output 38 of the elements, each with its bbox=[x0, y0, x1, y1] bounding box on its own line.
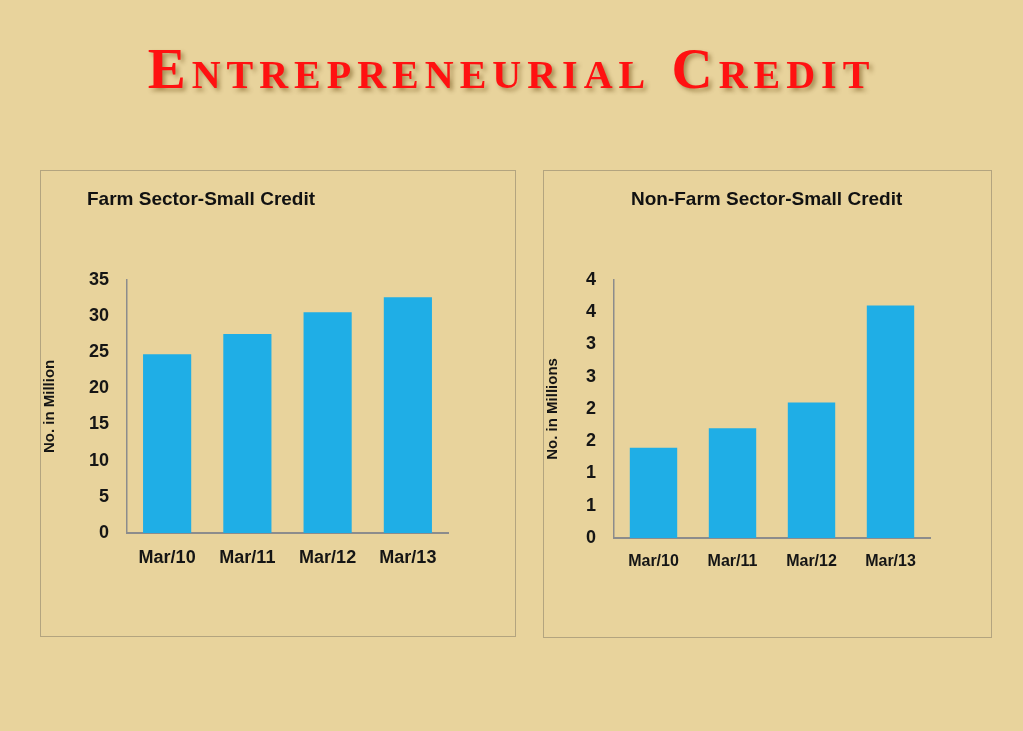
chart-title: Farm Sector-Small Credit bbox=[87, 188, 316, 210]
x-tick-label: Mar/10 bbox=[138, 546, 196, 567]
y-tick-label: 15 bbox=[88, 413, 109, 434]
bar bbox=[708, 428, 757, 538]
y-axis-title: No. in Millions bbox=[543, 358, 561, 460]
y-tick-label: 30 bbox=[88, 304, 109, 325]
bar bbox=[866, 305, 915, 538]
chart-title: Non-Farm Sector-Small Credit bbox=[631, 188, 903, 210]
y-tick-label: 0 bbox=[98, 521, 109, 542]
x-tick-label: Mar/11 bbox=[707, 552, 758, 570]
y-tick-label: 35 bbox=[88, 268, 109, 289]
y-tick-label: 2 bbox=[585, 397, 596, 418]
bar bbox=[223, 334, 272, 533]
y-tick-label: 10 bbox=[88, 449, 109, 470]
y-tick-label: 25 bbox=[88, 341, 109, 362]
y-tick-label: 4 bbox=[585, 301, 596, 322]
x-tick-label: Mar/11 bbox=[219, 546, 276, 567]
y-tick-label: 3 bbox=[585, 365, 596, 386]
y-tick-label: 5 bbox=[98, 485, 109, 506]
x-tick-label: Mar/13 bbox=[865, 552, 916, 570]
y-tick-label: 1 bbox=[585, 462, 596, 483]
bar bbox=[787, 402, 836, 538]
y-axis-title: No. in Million bbox=[40, 359, 58, 454]
y-tick-label: 3 bbox=[585, 333, 596, 354]
x-tick-label: Mar/13 bbox=[379, 546, 437, 567]
text: Entrepreneurial Credit bbox=[147, 36, 876, 101]
bar bbox=[629, 447, 678, 538]
x-tick-label: Mar/12 bbox=[786, 552, 837, 570]
y-tick-label: 4 bbox=[585, 268, 596, 289]
y-tick-label: 20 bbox=[88, 377, 109, 398]
y-tick-label: 1 bbox=[585, 494, 596, 515]
x-tick-label: Mar/10 bbox=[628, 552, 679, 570]
y-tick-label: 0 bbox=[585, 526, 596, 547]
bar bbox=[383, 297, 432, 533]
bar bbox=[143, 354, 192, 533]
bar bbox=[303, 312, 352, 533]
y-tick-label: 2 bbox=[585, 430, 596, 451]
x-tick-label: Mar/12 bbox=[299, 546, 357, 567]
